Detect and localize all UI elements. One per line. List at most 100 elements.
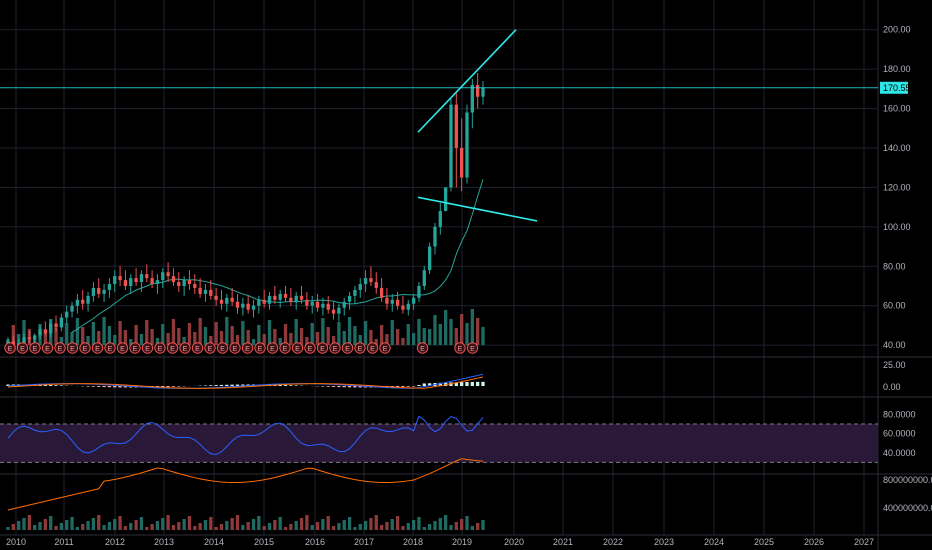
obv-volume-bar <box>145 527 149 530</box>
volume-bar <box>187 323 192 345</box>
volume-bar <box>155 338 160 345</box>
event-badge-label: E <box>208 346 213 353</box>
candle-body <box>273 295 277 300</box>
obv-volume-bar <box>70 517 74 530</box>
obv-volume-bar <box>241 525 245 530</box>
candle-body <box>337 307 341 314</box>
last-price-tag-bg <box>880 81 908 94</box>
event-badge-label: E <box>145 346 150 353</box>
rsi-tick-label: 80.0000 <box>883 409 916 419</box>
volume-bar <box>374 339 378 345</box>
candle-body <box>385 297 389 304</box>
volume-bar <box>369 330 373 345</box>
candle-body <box>427 246 432 271</box>
macd-histogram-bar <box>465 382 469 386</box>
volume-bar <box>91 322 96 345</box>
event-badge-label: E <box>133 346 138 353</box>
candle-body <box>38 329 42 336</box>
obv-volume-bar <box>209 517 213 530</box>
macd-histogram-bar <box>427 383 432 386</box>
candle-body <box>86 295 90 304</box>
volume-bar <box>459 314 464 345</box>
obv-volume-bar <box>107 522 112 530</box>
event-badge <box>254 342 266 354</box>
event-badge-label: E <box>58 346 63 353</box>
moving-average-line <box>71 179 484 333</box>
macd-histogram-bar <box>166 386 170 387</box>
obv-volume-bar <box>246 522 250 530</box>
obv-volume-bar <box>454 522 458 530</box>
volume-bar <box>395 329 400 345</box>
candle-body <box>406 303 410 310</box>
volume-bar <box>241 321 245 345</box>
candle-body <box>150 278 154 285</box>
macd-histogram-bar <box>219 384 224 386</box>
candle-body <box>145 274 149 279</box>
obv-volume-bar <box>310 525 314 530</box>
obv-volume-bar <box>33 525 37 530</box>
candle-body <box>241 303 245 308</box>
macd-histogram-bar <box>417 384 421 386</box>
rsi-band-fill <box>0 424 878 463</box>
candle-body <box>459 148 464 178</box>
rsi-indicator <box>7 415 484 456</box>
time-tick-label: 2012 <box>105 537 125 547</box>
trendlines[interactable] <box>0 29 878 222</box>
macd-histogram-bar <box>289 385 293 386</box>
obv-volume-bar <box>481 520 485 530</box>
event-badge <box>216 342 229 354</box>
candle-body <box>91 287 96 296</box>
event-badge-label: E <box>345 346 350 353</box>
macd-histogram-bar <box>102 386 106 388</box>
event-badge-label: E <box>8 346 13 353</box>
volume-bar <box>438 324 442 345</box>
obv-volume-bar <box>257 516 261 530</box>
candle-body <box>166 272 170 277</box>
rsi-band <box>0 423 878 463</box>
candle-body <box>97 287 101 294</box>
obv-volume-bar <box>278 517 282 530</box>
candle-body <box>225 297 229 304</box>
candle-body <box>118 276 122 281</box>
volume-bar <box>465 323 469 345</box>
time-tick-label: 2010 <box>6 537 26 547</box>
volume-bar <box>97 331 101 345</box>
macd-histogram-bar <box>123 386 128 388</box>
candle-body <box>422 270 426 286</box>
obv-volume-bar <box>363 521 368 530</box>
obv-volume-bar <box>219 524 224 530</box>
volume-bar <box>427 329 432 345</box>
event-badge-label: E <box>358 346 363 353</box>
candle-body <box>342 301 346 308</box>
event-badge-label: E <box>95 346 100 353</box>
candle-body <box>305 299 309 306</box>
price-candles[interactable] <box>6 73 485 354</box>
volume-bar <box>305 337 309 345</box>
macd-histogram-bar <box>422 383 426 386</box>
obv-volume-bar <box>81 524 85 530</box>
obv-volume-bar <box>75 527 80 530</box>
obv-volume-bar <box>262 526 266 530</box>
event-badge <box>4 342 16 354</box>
macd-histogram-bar <box>209 385 213 386</box>
event-badge <box>104 342 116 354</box>
macd-histogram-bar <box>214 385 218 386</box>
candle-body <box>107 284 112 290</box>
candle-body <box>289 297 293 302</box>
macd-histogram-bar <box>235 384 240 386</box>
volume-bar <box>145 320 149 345</box>
volume-bar <box>331 336 336 345</box>
macd-histogram-bar <box>454 382 458 386</box>
candle-body <box>65 311 69 318</box>
candle-body <box>43 329 48 334</box>
candle-body <box>390 299 394 304</box>
event-badge <box>316 342 329 354</box>
event-badge-label: E <box>283 346 288 353</box>
obv-volume-bar <box>97 515 101 530</box>
event-badge-label: E <box>83 346 88 353</box>
time-tick-label: 2017 <box>354 537 374 547</box>
event-badge-label: E <box>70 346 75 353</box>
event-badge-label: E <box>333 346 338 353</box>
